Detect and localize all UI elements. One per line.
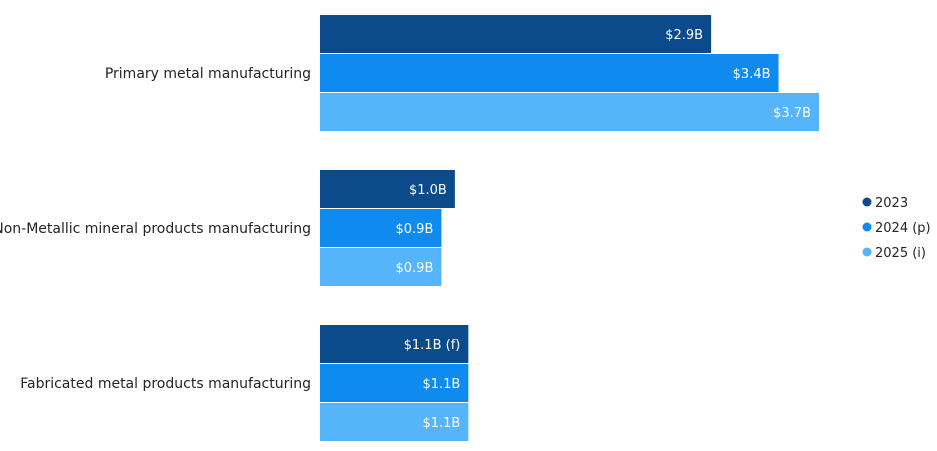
legend-marker xyxy=(862,197,872,207)
legend-label: 2024 (p) xyxy=(875,221,931,236)
legend-marker xyxy=(862,222,872,232)
data-label: $1.0B xyxy=(409,183,447,198)
bar-2024-p--1[interactable] xyxy=(320,209,442,247)
bar-2025-i--1[interactable] xyxy=(320,248,442,286)
data-label: $0.9B xyxy=(396,261,434,276)
data-label: $1.1B xyxy=(422,416,460,431)
category-label: Fabricated metal products manufacturing xyxy=(20,376,311,392)
bar-2025-i--0[interactable] xyxy=(320,93,819,131)
legend-item-0[interactable]: 2023 xyxy=(862,196,909,211)
data-label: $1.1B xyxy=(422,377,460,392)
bar-2024-p--0[interactable] xyxy=(320,54,779,92)
bar-2025-i--2[interactable] xyxy=(320,403,469,441)
bar-2023-1[interactable] xyxy=(320,170,455,208)
legend[interactable]: 2023 2024 (p) 2025 (i) xyxy=(862,196,931,261)
category-label: Primary metal manufacturing xyxy=(105,66,311,82)
category-labels: Primary metal manufacturing Non-Metallic … xyxy=(0,66,311,392)
data-label: $1.1B (f) xyxy=(404,338,461,353)
data-label: $0.9B xyxy=(396,222,434,237)
data-label: $2.9B xyxy=(665,28,703,43)
category-label: Non-Metallic mineral products manufactur… xyxy=(0,221,311,237)
legend-label: 2025 (i) xyxy=(875,246,926,261)
data-label: $3.4B xyxy=(733,67,771,82)
bar-2024-p--2[interactable] xyxy=(320,364,469,402)
data-label: $3.7B xyxy=(773,106,811,121)
legend-item-2[interactable]: 2025 (i) xyxy=(862,246,926,261)
legend-marker xyxy=(862,247,872,257)
legend-label: 2023 xyxy=(875,196,908,211)
legend-item-1[interactable]: 2024 (p) xyxy=(862,221,931,236)
bars-layer: $2.9B $3.4B $3.7B $1.0B $0.9B $0.9B $1.1B (f) $… xyxy=(320,15,819,441)
bar-2023-2[interactable] xyxy=(320,325,469,363)
bar-2023-0[interactable] xyxy=(320,15,712,53)
